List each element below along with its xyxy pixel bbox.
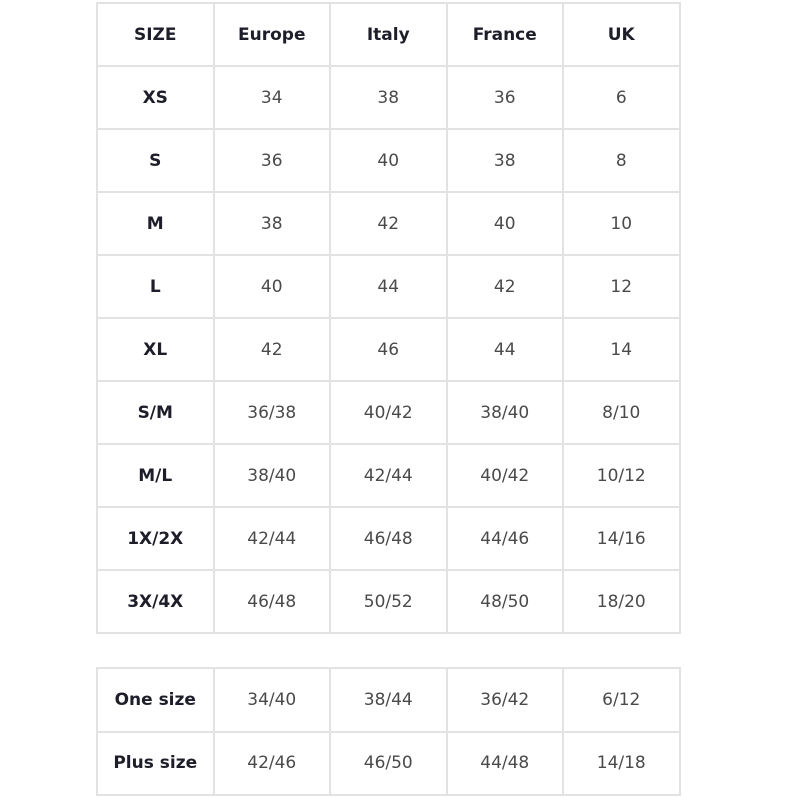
size-value: 38/40 (212, 443, 331, 508)
table-row: M 38 42 40 10 (96, 191, 681, 256)
column-header: SIZE (96, 2, 215, 67)
size-value: 44/46 (445, 506, 564, 571)
size-label: M/L (96, 443, 215, 508)
size-value: 36 (445, 65, 564, 130)
table-row: XL 42 46 44 14 (96, 317, 681, 382)
size-value: 48/50 (445, 569, 564, 634)
size-value: 44 (445, 317, 564, 382)
size-value: 14/16 (562, 506, 681, 571)
size-value: 42/44 (329, 443, 448, 508)
size-value: 42 (329, 191, 448, 256)
special-size-table: One size 34/40 38/44 36/42 6/12 Plus size 42/4… (96, 667, 681, 796)
column-header: Italy (329, 2, 448, 67)
size-value: 6 (562, 65, 681, 130)
table-row: S 36 40 38 8 (96, 128, 681, 193)
table-row: L 40 44 42 12 (96, 254, 681, 319)
table-row: 1X/2X 42/44 46/48 44/46 14/16 (96, 506, 681, 571)
size-value: 46/48 (329, 506, 448, 571)
size-value: 34 (212, 65, 331, 130)
size-value: 40 (212, 254, 331, 319)
size-value: 10 (562, 191, 681, 256)
column-header: France (445, 2, 564, 67)
column-header: Europe (212, 2, 331, 67)
size-value: 42 (445, 254, 564, 319)
size-label: L (96, 254, 215, 319)
header-row: SIZE Europe Italy France UK (96, 2, 681, 67)
table-row: XS 34 38 36 6 (96, 65, 681, 130)
size-value: 34/40 (212, 667, 331, 733)
size-label: One size (96, 667, 215, 733)
size-label: XL (96, 317, 215, 382)
column-header: UK (562, 2, 681, 67)
size-label: 3X/4X (96, 569, 215, 634)
table-row: One size 34/40 38/44 36/42 6/12 (96, 667, 681, 733)
size-value: 36 (212, 128, 331, 193)
size-value: 40/42 (329, 380, 448, 445)
size-value: 40/42 (445, 443, 564, 508)
size-value: 36/38 (212, 380, 331, 445)
table-row: Plus size 42/46 46/50 44/48 14/18 (96, 730, 681, 796)
size-value: 46/50 (329, 730, 448, 796)
size-value: 44 (329, 254, 448, 319)
size-value: 50/52 (329, 569, 448, 634)
size-value: 46/48 (212, 569, 331, 634)
size-value: 46 (329, 317, 448, 382)
size-value: 36/42 (445, 667, 564, 733)
table-row: M/L 38/40 42/44 40/42 10/12 (96, 443, 681, 508)
size-label: 1X/2X (96, 506, 215, 571)
size-label: XS (96, 65, 215, 130)
size-value: 6/12 (562, 667, 681, 733)
size-label: Plus size (96, 730, 215, 796)
size-value: 42/46 (212, 730, 331, 796)
size-value: 42 (212, 317, 331, 382)
size-value: 10/12 (562, 443, 681, 508)
size-label: S (96, 128, 215, 193)
size-value: 18/20 (562, 569, 681, 634)
size-label: M (96, 191, 215, 256)
size-value: 38 (445, 128, 564, 193)
size-value: 12 (562, 254, 681, 319)
size-value: 14/18 (562, 730, 681, 796)
size-value: 14 (562, 317, 681, 382)
size-value: 8 (562, 128, 681, 193)
size-label: S/M (96, 380, 215, 445)
table-row: 3X/4X 46/48 50/52 48/50 18/20 (96, 569, 681, 634)
size-value: 38 (329, 65, 448, 130)
size-value: 40 (329, 128, 448, 193)
size-value: 44/48 (445, 730, 564, 796)
size-value: 38 (212, 191, 331, 256)
size-value: 38/40 (445, 380, 564, 445)
table-row: S/M 36/38 40/42 38/40 8/10 (96, 380, 681, 445)
size-conversion-table: SIZE Europe Italy France UK XS 34 38 36 6 S 36 40 38 8… (96, 2, 681, 634)
size-value: 40 (445, 191, 564, 256)
size-value: 42/44 (212, 506, 331, 571)
size-value: 38/44 (329, 667, 448, 733)
size-value: 8/10 (562, 380, 681, 445)
